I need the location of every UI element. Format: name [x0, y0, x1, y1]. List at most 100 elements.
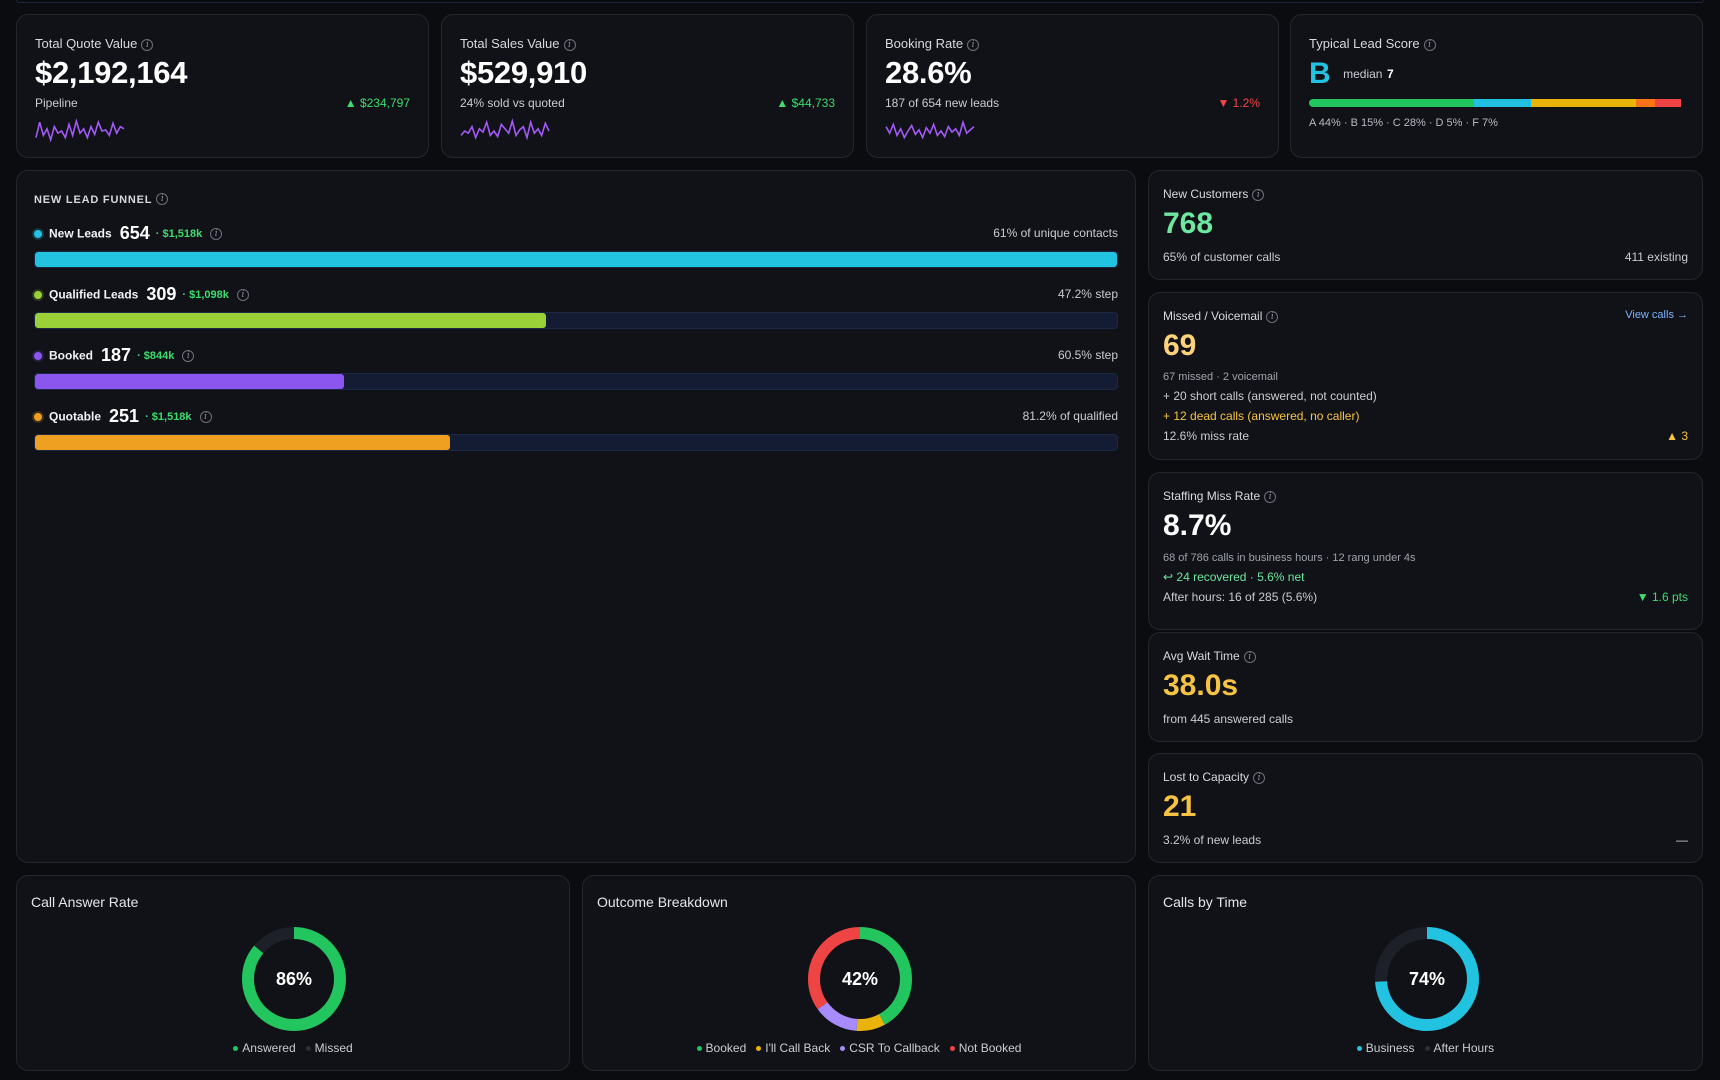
- new-customers-sub: 65% of customer calls: [1163, 250, 1281, 264]
- missed-detail: 67 missed · 2 voicemail: [1163, 371, 1278, 383]
- lost-value: 21: [1163, 790, 1197, 823]
- info-icon[interactable]: i: [1423, 38, 1436, 51]
- donut-segment-after-hours: [1374, 927, 1479, 1031]
- stage-bar-fill: [35, 252, 1117, 267]
- stage-bar-track: [34, 373, 1118, 390]
- sparkline-line: [460, 118, 550, 141]
- kpi-delta: ▲ $234,797: [344, 96, 410, 110]
- kpi-value: 28.6%: [885, 55, 972, 90]
- info-icon[interactable]: i: [199, 410, 212, 423]
- info-icon[interactable]: i: [967, 38, 980, 51]
- kpi-sub: 187 of 654 new leads: [885, 96, 1000, 110]
- stage-bar-fill: [35, 435, 451, 450]
- staffing-delta: ▼ 1.6 pts: [1636, 590, 1688, 604]
- stage-count: 251: [109, 406, 140, 426]
- legend-label: Answered: [242, 1041, 296, 1055]
- info-icon[interactable]: i: [210, 227, 223, 240]
- stage-value: · $1,518k: [155, 227, 203, 240]
- wait-title: Avg Wait Time: [1163, 649, 1240, 663]
- legend-item: Answered: [233, 1041, 296, 1055]
- legend-item: Not Booked: [949, 1041, 1021, 1055]
- donut-legend: Answered Missed: [17, 1041, 569, 1055]
- lost-sub: 3.2% of new leads: [1163, 833, 1262, 847]
- legend-item: Booked: [696, 1041, 746, 1055]
- donut-chart: 86%: [242, 927, 346, 1031]
- lead-score-distribution-bar: [1309, 99, 1685, 107]
- view-calls-link[interactable]: View calls →: [1625, 309, 1688, 321]
- donut-center-value: 42%: [842, 969, 878, 989]
- legend-dot: [696, 1046, 702, 1052]
- donut-chart: 42%: [808, 927, 912, 1031]
- kpi-label: Total Sales Value: [460, 36, 560, 51]
- info-icon[interactable]: i: [141, 38, 154, 51]
- lead-score-breakdown: A 44% · B 15% · C 28% · D 5% · F 7%: [1309, 117, 1498, 129]
- score-segment-f: [1654, 99, 1682, 107]
- wait-value: 38.0s: [1163, 669, 1239, 702]
- info-icon[interactable]: i: [1252, 188, 1265, 201]
- sparkline: [885, 119, 975, 140]
- info-icon[interactable]: i: [236, 288, 249, 301]
- info-icon[interactable]: i: [1253, 771, 1266, 784]
- median-value: 7: [1386, 67, 1394, 81]
- info-icon[interactable]: i: [1243, 650, 1256, 663]
- donut-segment-not-booked: [808, 927, 912, 1031]
- recovered-calls: ↩ 24 recovered · 5.6% net: [1163, 570, 1305, 584]
- legend-dot: [1424, 1046, 1430, 1052]
- stage-count: 187: [101, 345, 132, 365]
- kpi-delta: ▲ $44,733: [776, 96, 835, 110]
- stage-dot: [34, 412, 42, 421]
- donut-segment-i-ll-call-back: [808, 927, 912, 1031]
- donut-legend: Booked I'll Call Back CSR To Callback Not B…: [583, 1041, 1135, 1055]
- staffing-value: 8.7%: [1163, 509, 1232, 542]
- stage-count: 309: [146, 284, 177, 304]
- kpi-card: Booking Rate i 28.6% 187 of 654 new leads…: [866, 14, 1279, 158]
- legend-dot: [840, 1046, 846, 1052]
- stage-rate: 81.2% of qualified: [1022, 409, 1118, 423]
- info-icon[interactable]: i: [563, 38, 576, 51]
- missed-voicemail-card: Missed / Voicemail i View calls → 69 67 m…: [1148, 292, 1703, 460]
- stage-rate: 61% of unique contacts: [993, 226, 1118, 240]
- score-segment-b: [1474, 99, 1531, 107]
- info-icon[interactable]: i: [182, 349, 195, 362]
- staffing-title: Staffing Miss Rate: [1163, 489, 1261, 503]
- stage-value: · $844k: [137, 349, 175, 362]
- stage-dot: [34, 351, 42, 360]
- info-icon[interactable]: i: [156, 192, 169, 205]
- new-customers-title: New Customers: [1163, 187, 1249, 201]
- stage-rate: 60.5% step: [1057, 348, 1118, 362]
- stage-bar-track: [34, 251, 1118, 268]
- avg-wait-card: Avg Wait Time i 38.0s from 445 answered c…: [1148, 632, 1703, 742]
- legend-dot: [1356, 1046, 1362, 1052]
- stage-count: 654: [119, 223, 150, 243]
- dead-calls: + 12 dead calls (answered, no caller): [1163, 409, 1360, 423]
- lost-capacity-card: Lost to Capacity i 21 3.2% of new leads —: [1148, 753, 1703, 863]
- legend-item: Business: [1356, 1041, 1415, 1055]
- legend-dot: [305, 1046, 311, 1052]
- kpi-sub: 24% sold vs quoted: [460, 96, 565, 110]
- stage-bar-track: [34, 434, 1118, 451]
- kpi-value: $529,910: [460, 55, 587, 90]
- lost-title: Lost to Capacity: [1163, 770, 1250, 784]
- donut-card: Outcome Breakdown 42% Booked I'll Call Ba…: [582, 875, 1136, 1071]
- legend-dot: [233, 1046, 239, 1052]
- kpi-card: Total Sales Value i $529,910 24% sold vs …: [441, 14, 854, 158]
- stage-name: Qualified Leads: [49, 287, 139, 302]
- score-segment-a: [1309, 99, 1475, 107]
- stage-bar-track: [34, 312, 1118, 329]
- kpi-delta: ▼ 1.2%: [1217, 96, 1260, 110]
- median-label: median: [1343, 67, 1383, 81]
- kpi-label: Total Quote Value: [35, 36, 138, 51]
- existing-customers: 411 existing: [1624, 250, 1688, 264]
- top-frame-edge: [16, 0, 1704, 3]
- score-segment-c: [1530, 99, 1637, 107]
- info-icon[interactable]: i: [1266, 310, 1279, 323]
- missed-value: 69: [1163, 329, 1197, 362]
- legend-label: Business: [1365, 1041, 1415, 1055]
- stage-dot: [34, 290, 42, 299]
- info-icon[interactable]: i: [1264, 490, 1277, 503]
- donut-card: Call Answer Rate 86% Answered Missed: [16, 875, 570, 1071]
- sparkline: [460, 118, 550, 141]
- legend-label: CSR To Callback: [849, 1041, 940, 1055]
- legend-dot: [756, 1046, 762, 1052]
- donut-legend: Business After Hours: [1149, 1041, 1702, 1055]
